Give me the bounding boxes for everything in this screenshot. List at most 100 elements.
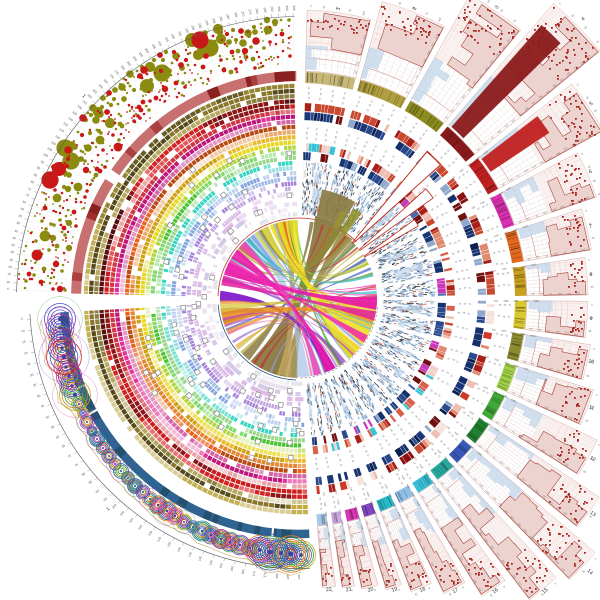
svg-text:25: 25 <box>484 370 488 373</box>
svg-text:25: 25 <box>454 335 458 338</box>
svg-text:50: 50 <box>501 272 504 274</box>
svg-text:75: 75 <box>450 221 454 224</box>
svg-text:75: 75 <box>506 271 509 273</box>
svg-text:25: 25 <box>518 220 522 224</box>
svg-text:350: 350 <box>570 517 576 522</box>
svg-text:50: 50 <box>452 357 456 360</box>
svg-text:75: 75 <box>495 225 499 228</box>
svg-text:80%: 80% <box>342 529 346 535</box>
svg-text:20%: 20% <box>453 430 459 436</box>
svg-text:270: 270 <box>241 11 246 17</box>
svg-text:50: 50 <box>592 179 597 184</box>
svg-text:0%: 0% <box>491 328 496 332</box>
svg-text:215: 215 <box>164 36 170 43</box>
svg-text:75: 75 <box>364 140 367 144</box>
svg-text:50: 50 <box>319 93 321 96</box>
svg-text:175: 175 <box>478 73 483 79</box>
svg-text:75: 75 <box>27 187 32 192</box>
svg-text:200: 200 <box>144 47 150 54</box>
svg-text:50: 50 <box>494 239 498 242</box>
svg-text:150: 150 <box>565 371 570 375</box>
svg-text:50: 50 <box>500 333 504 336</box>
svg-text:60%: 60% <box>430 479 436 485</box>
svg-text:0%: 0% <box>446 425 451 430</box>
svg-text:25: 25 <box>493 344 497 347</box>
svg-text:25: 25 <box>333 495 336 499</box>
svg-text:30: 30 <box>30 373 35 378</box>
svg-text:15: 15 <box>541 587 549 595</box>
svg-text:50: 50 <box>443 151 447 155</box>
svg-text:50: 50 <box>406 472 409 476</box>
svg-text:20%: 20% <box>352 495 356 501</box>
svg-text:75: 75 <box>527 398 531 402</box>
svg-text:50: 50 <box>319 539 322 543</box>
svg-text:75: 75 <box>507 315 510 317</box>
svg-text:50: 50 <box>365 449 368 453</box>
svg-text:5: 5 <box>7 287 9 291</box>
svg-text:50: 50 <box>474 192 478 195</box>
svg-text:250: 250 <box>570 142 576 147</box>
svg-text:0: 0 <box>597 443 600 447</box>
svg-text:75: 75 <box>457 239 461 242</box>
svg-text:75: 75 <box>490 135 494 139</box>
svg-text:0%: 0% <box>450 175 455 180</box>
svg-text:35: 35 <box>11 243 15 248</box>
svg-text:22: 22 <box>326 587 332 594</box>
svg-text:75: 75 <box>507 283 510 285</box>
svg-text:300: 300 <box>285 5 289 11</box>
svg-text:25: 25 <box>486 229 490 232</box>
svg-text:75: 75 <box>424 11 429 16</box>
svg-text:50: 50 <box>458 259 462 262</box>
svg-text:75: 75 <box>331 90 333 94</box>
svg-text:50: 50 <box>519 394 523 398</box>
svg-text:60: 60 <box>55 434 60 439</box>
svg-text:0%: 0% <box>380 474 385 479</box>
svg-text:175: 175 <box>568 201 573 205</box>
svg-text:1: 1 <box>336 7 342 11</box>
svg-text:185: 185 <box>126 60 132 67</box>
svg-text:75: 75 <box>430 510 434 514</box>
svg-text:175: 175 <box>560 412 565 417</box>
svg-text:200: 200 <box>405 572 410 577</box>
svg-text:75: 75 <box>502 249 506 252</box>
svg-text:0%: 0% <box>483 237 488 241</box>
svg-text:25: 25 <box>501 182 505 186</box>
svg-text:75: 75 <box>439 201 443 204</box>
svg-text:75: 75 <box>319 88 321 91</box>
svg-text:75: 75 <box>511 429 515 433</box>
svg-text:75: 75 <box>468 286 471 288</box>
svg-text:40%: 40% <box>325 511 329 517</box>
svg-text:250: 250 <box>542 494 548 499</box>
svg-text:75: 75 <box>461 249 465 252</box>
svg-text:100: 100 <box>548 366 553 370</box>
svg-text:250: 250 <box>564 462 570 467</box>
svg-text:75: 75 <box>425 183 429 187</box>
svg-text:75: 75 <box>325 129 327 133</box>
svg-text:50: 50 <box>362 144 365 148</box>
svg-text:200: 200 <box>384 580 388 585</box>
svg-text:0%: 0% <box>470 205 475 210</box>
svg-text:25: 25 <box>365 108 368 112</box>
svg-text:20: 20 <box>24 351 28 356</box>
svg-text:100: 100 <box>418 66 423 72</box>
svg-text:50: 50 <box>588 329 592 333</box>
svg-text:60%: 60% <box>523 299 529 302</box>
svg-text:5: 5 <box>589 101 595 108</box>
svg-text:50: 50 <box>428 398 432 402</box>
svg-text:20%: 20% <box>384 483 389 490</box>
svg-text:16: 16 <box>491 587 499 595</box>
svg-text:20%: 20% <box>401 474 406 481</box>
svg-text:50: 50 <box>369 529 373 533</box>
svg-text:250: 250 <box>211 18 216 24</box>
svg-text:200: 200 <box>576 198 581 202</box>
svg-text:25: 25 <box>430 388 434 391</box>
svg-text:150: 150 <box>573 333 578 337</box>
svg-text:60%: 60% <box>501 393 508 398</box>
svg-text:185: 185 <box>286 574 290 580</box>
svg-text:75: 75 <box>391 108 394 112</box>
svg-text:400: 400 <box>579 60 584 65</box>
svg-text:50: 50 <box>462 311 465 313</box>
svg-text:25: 25 <box>314 138 316 141</box>
svg-text:50: 50 <box>353 141 356 145</box>
svg-text:75: 75 <box>307 87 309 90</box>
